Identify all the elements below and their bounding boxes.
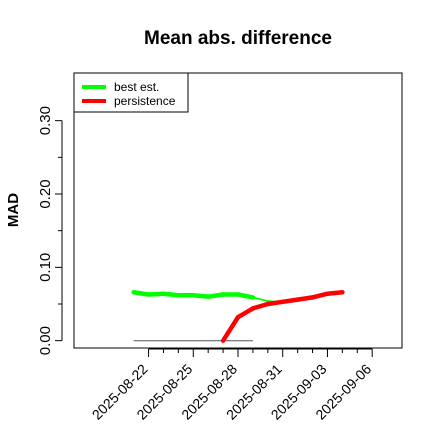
x-axis: 2025-08-222025-08-252025-08-282025-08-31… [89, 348, 374, 423]
y-tick-label: 0.30 [37, 106, 54, 135]
legend-label-best-est: best est. [114, 80, 159, 94]
chart-title: Mean abs. difference [144, 28, 332, 49]
y-axis-label: MAD [5, 193, 22, 227]
legend: best est. persistence [73, 72, 189, 113]
series-persistence [220, 290, 345, 343]
series-segment-best-est [235, 292, 256, 300]
series-best-est [131, 290, 284, 304]
y-tick-label: 0.00 [37, 326, 54, 355]
series-segment-best-est [161, 291, 181, 298]
series-layer [131, 290, 345, 343]
series-segment-best-est [191, 292, 211, 299]
series-segment-best-est [146, 291, 166, 297]
series-segment-best-est [131, 290, 151, 297]
series-segment-best-est [252, 296, 269, 302]
series-segment-persistence [265, 299, 285, 307]
legend-label-persistence: persistence [114, 94, 176, 108]
series-segment-persistence [310, 291, 330, 300]
series-segment-persistence [250, 301, 271, 311]
series-segment-persistence [220, 314, 241, 343]
legend-box [73, 72, 189, 113]
y-axis: 0.00 0.10 0.20 0.30 [37, 106, 63, 355]
series-segment-persistence [280, 297, 300, 305]
y-tick-label: 0.20 [37, 179, 54, 208]
series-segment-persistence [325, 290, 345, 296]
y-tick-label: 0.10 [37, 253, 54, 282]
data-point-persistence [341, 291, 343, 293]
series-segment-persistence [235, 306, 256, 320]
series-segment-persistence [295, 295, 315, 302]
plot-frame [73, 72, 403, 349]
series-segment-best-est [205, 292, 226, 299]
